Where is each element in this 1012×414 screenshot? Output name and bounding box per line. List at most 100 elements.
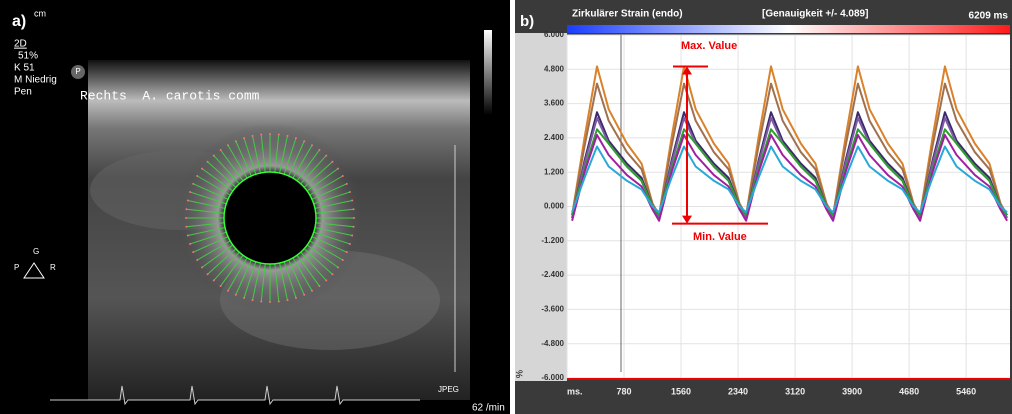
y-tick-label: 2.400 — [544, 133, 565, 142]
spoke-tip — [353, 226, 355, 228]
spoke-tip — [187, 200, 189, 202]
orient-r: R — [50, 263, 56, 272]
spoke-tip — [303, 140, 305, 142]
spoke-tip — [278, 301, 280, 303]
spoke-tip — [342, 259, 344, 261]
spoke-tip — [243, 297, 245, 299]
spoke-tip — [196, 259, 198, 261]
x-tick-label: 1560 — [671, 386, 691, 396]
spoke-tip — [353, 208, 355, 210]
y-axis-label: % — [514, 370, 524, 378]
y-tick-label: 0.000 — [544, 202, 565, 211]
spoke-tip — [337, 266, 339, 268]
color-bar — [567, 25, 1010, 33]
x-tick-label: 3120 — [785, 386, 805, 396]
spoke-tip — [207, 161, 209, 163]
unit: cm — [34, 8, 46, 18]
spoke-tip — [207, 273, 209, 275]
spoke-tip — [346, 183, 348, 185]
spoke-tip — [349, 243, 351, 245]
spoke-tip — [269, 301, 271, 303]
x-tick-label: 2340 — [728, 386, 748, 396]
spoke-tip — [227, 144, 229, 146]
spoke-tip — [185, 217, 187, 219]
y-tick-label: 3.600 — [544, 99, 565, 108]
spoke-tip — [260, 133, 262, 135]
panel-label: a) — [12, 13, 26, 30]
spoke-tip — [303, 294, 305, 296]
badge-text: P — [75, 67, 80, 76]
spoke-tip — [252, 135, 254, 137]
spoke-tip — [185, 208, 187, 210]
x-tick-label: 4680 — [899, 386, 919, 396]
spoke-tip — [325, 279, 327, 281]
probe: Pen — [14, 87, 32, 98]
spoke-tip — [185, 226, 187, 228]
spoke-tip — [346, 251, 348, 253]
spoke-tip — [213, 279, 215, 281]
spoke-tip — [318, 149, 320, 151]
spoke-tip — [235, 140, 237, 142]
y-tick-label: 6.000 — [544, 30, 565, 39]
y-tick-label: -2.400 — [541, 270, 564, 279]
chart-subtitle: [Genauigkeit +/- 4.089] — [762, 9, 868, 20]
rate: 62 /min — [472, 403, 505, 414]
format: JPEG — [438, 385, 459, 394]
x-tick-label: 780 — [617, 386, 632, 396]
spoke-tip — [318, 285, 320, 287]
duration: 6209 ms — [969, 11, 1009, 22]
panel-label: b) — [520, 13, 534, 30]
spoke-tip — [269, 133, 271, 135]
spoke-tip — [353, 217, 355, 219]
spoke-tip — [192, 251, 194, 253]
annotation: Max. Value — [681, 40, 737, 52]
x-tick-label: 5460 — [956, 386, 976, 396]
mode: 2D — [14, 39, 27, 50]
spoke-tip — [213, 155, 215, 157]
chart-title: Zirkulärer Strain (endo) — [572, 9, 683, 20]
spoke-tip — [286, 135, 288, 137]
spoke-tip — [311, 290, 313, 292]
y-tick-label: -4.800 — [541, 339, 564, 348]
y-tick-label: -3.600 — [541, 305, 564, 314]
spoke-tip — [331, 161, 333, 163]
spoke-tip — [196, 175, 198, 177]
spoke-tip — [252, 299, 254, 301]
spoke-tip — [235, 294, 237, 296]
gain: 51% — [18, 51, 38, 62]
spoke-tip — [286, 299, 288, 301]
spoke-tip — [342, 175, 344, 177]
strain-panel: b) Zirkulärer Strain (endo) [Genauigkeit… — [514, 0, 1012, 414]
spoke-tip — [189, 243, 191, 245]
spoke-tip — [311, 144, 313, 146]
y-tick-label: 4.800 — [544, 64, 565, 73]
spoke-tip — [351, 200, 353, 202]
spoke-tip — [201, 168, 203, 170]
grey-scale — [484, 30, 492, 115]
spoke-tip — [220, 149, 222, 151]
spoke-tip — [220, 285, 222, 287]
spoke-tip — [227, 290, 229, 292]
spoke-tip — [189, 191, 191, 193]
spoke-tip — [295, 297, 297, 299]
ultrasound-panel: P a) cm 2D 51% K 51 M Niedrig Pen Rechts… — [0, 0, 510, 414]
site: Rechts A. carotis comm — [80, 88, 260, 103]
annotation: Min. Value — [693, 231, 747, 243]
spoke-tip — [187, 234, 189, 236]
spoke-tip — [201, 266, 203, 268]
spoke-tip — [325, 155, 327, 157]
spoke-tip — [295, 137, 297, 139]
spoke-tip — [192, 183, 194, 185]
x-tick-label: ms. — [567, 386, 583, 396]
spoke-tip — [349, 191, 351, 193]
spoke-tip — [260, 301, 262, 303]
y-tick-label: 1.200 — [544, 167, 565, 176]
y-tick-label: -1.200 — [541, 236, 564, 245]
x-tick-label: 3900 — [842, 386, 862, 396]
orient-p: P — [14, 263, 19, 272]
spoke-tip — [337, 168, 339, 170]
orient-g: G — [33, 247, 39, 256]
spoke-tip — [278, 133, 280, 135]
spoke-tip — [243, 137, 245, 139]
spoke-tip — [331, 273, 333, 275]
